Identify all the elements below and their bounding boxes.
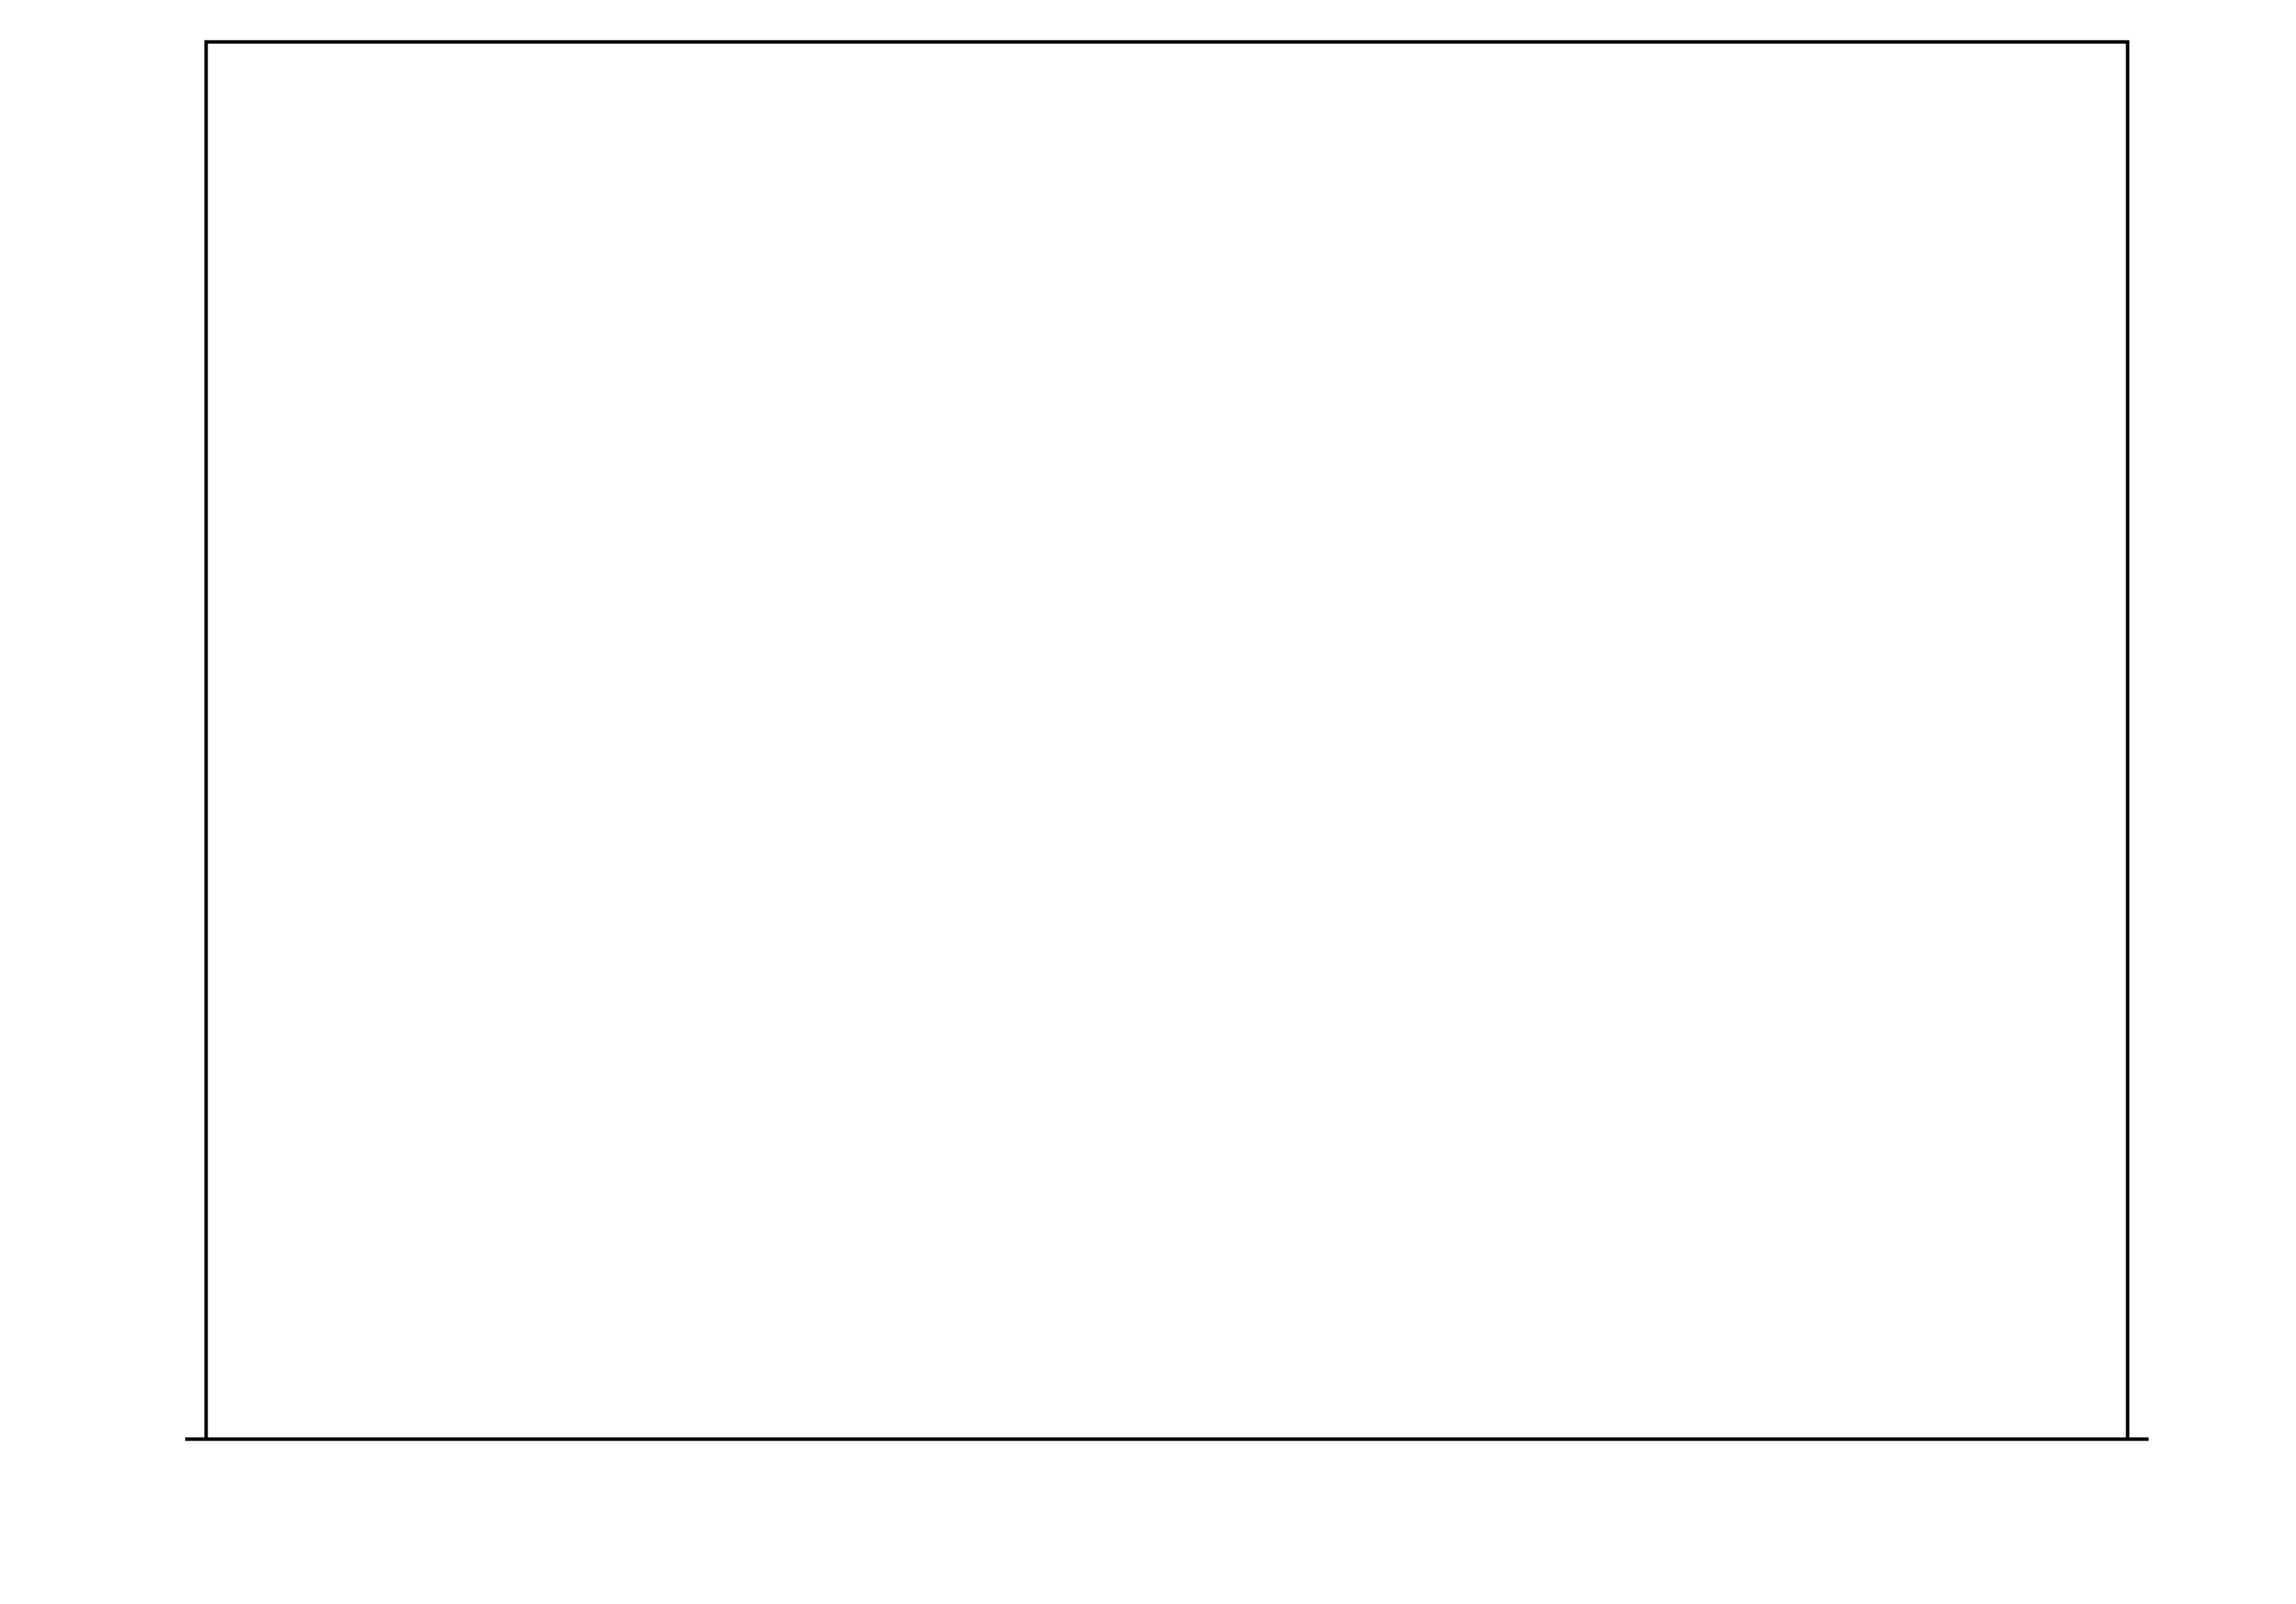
chart-svg: [0, 0, 2296, 1604]
ic50-bar-chart: [0, 0, 2296, 1604]
axes-frame: [206, 42, 2128, 1439]
